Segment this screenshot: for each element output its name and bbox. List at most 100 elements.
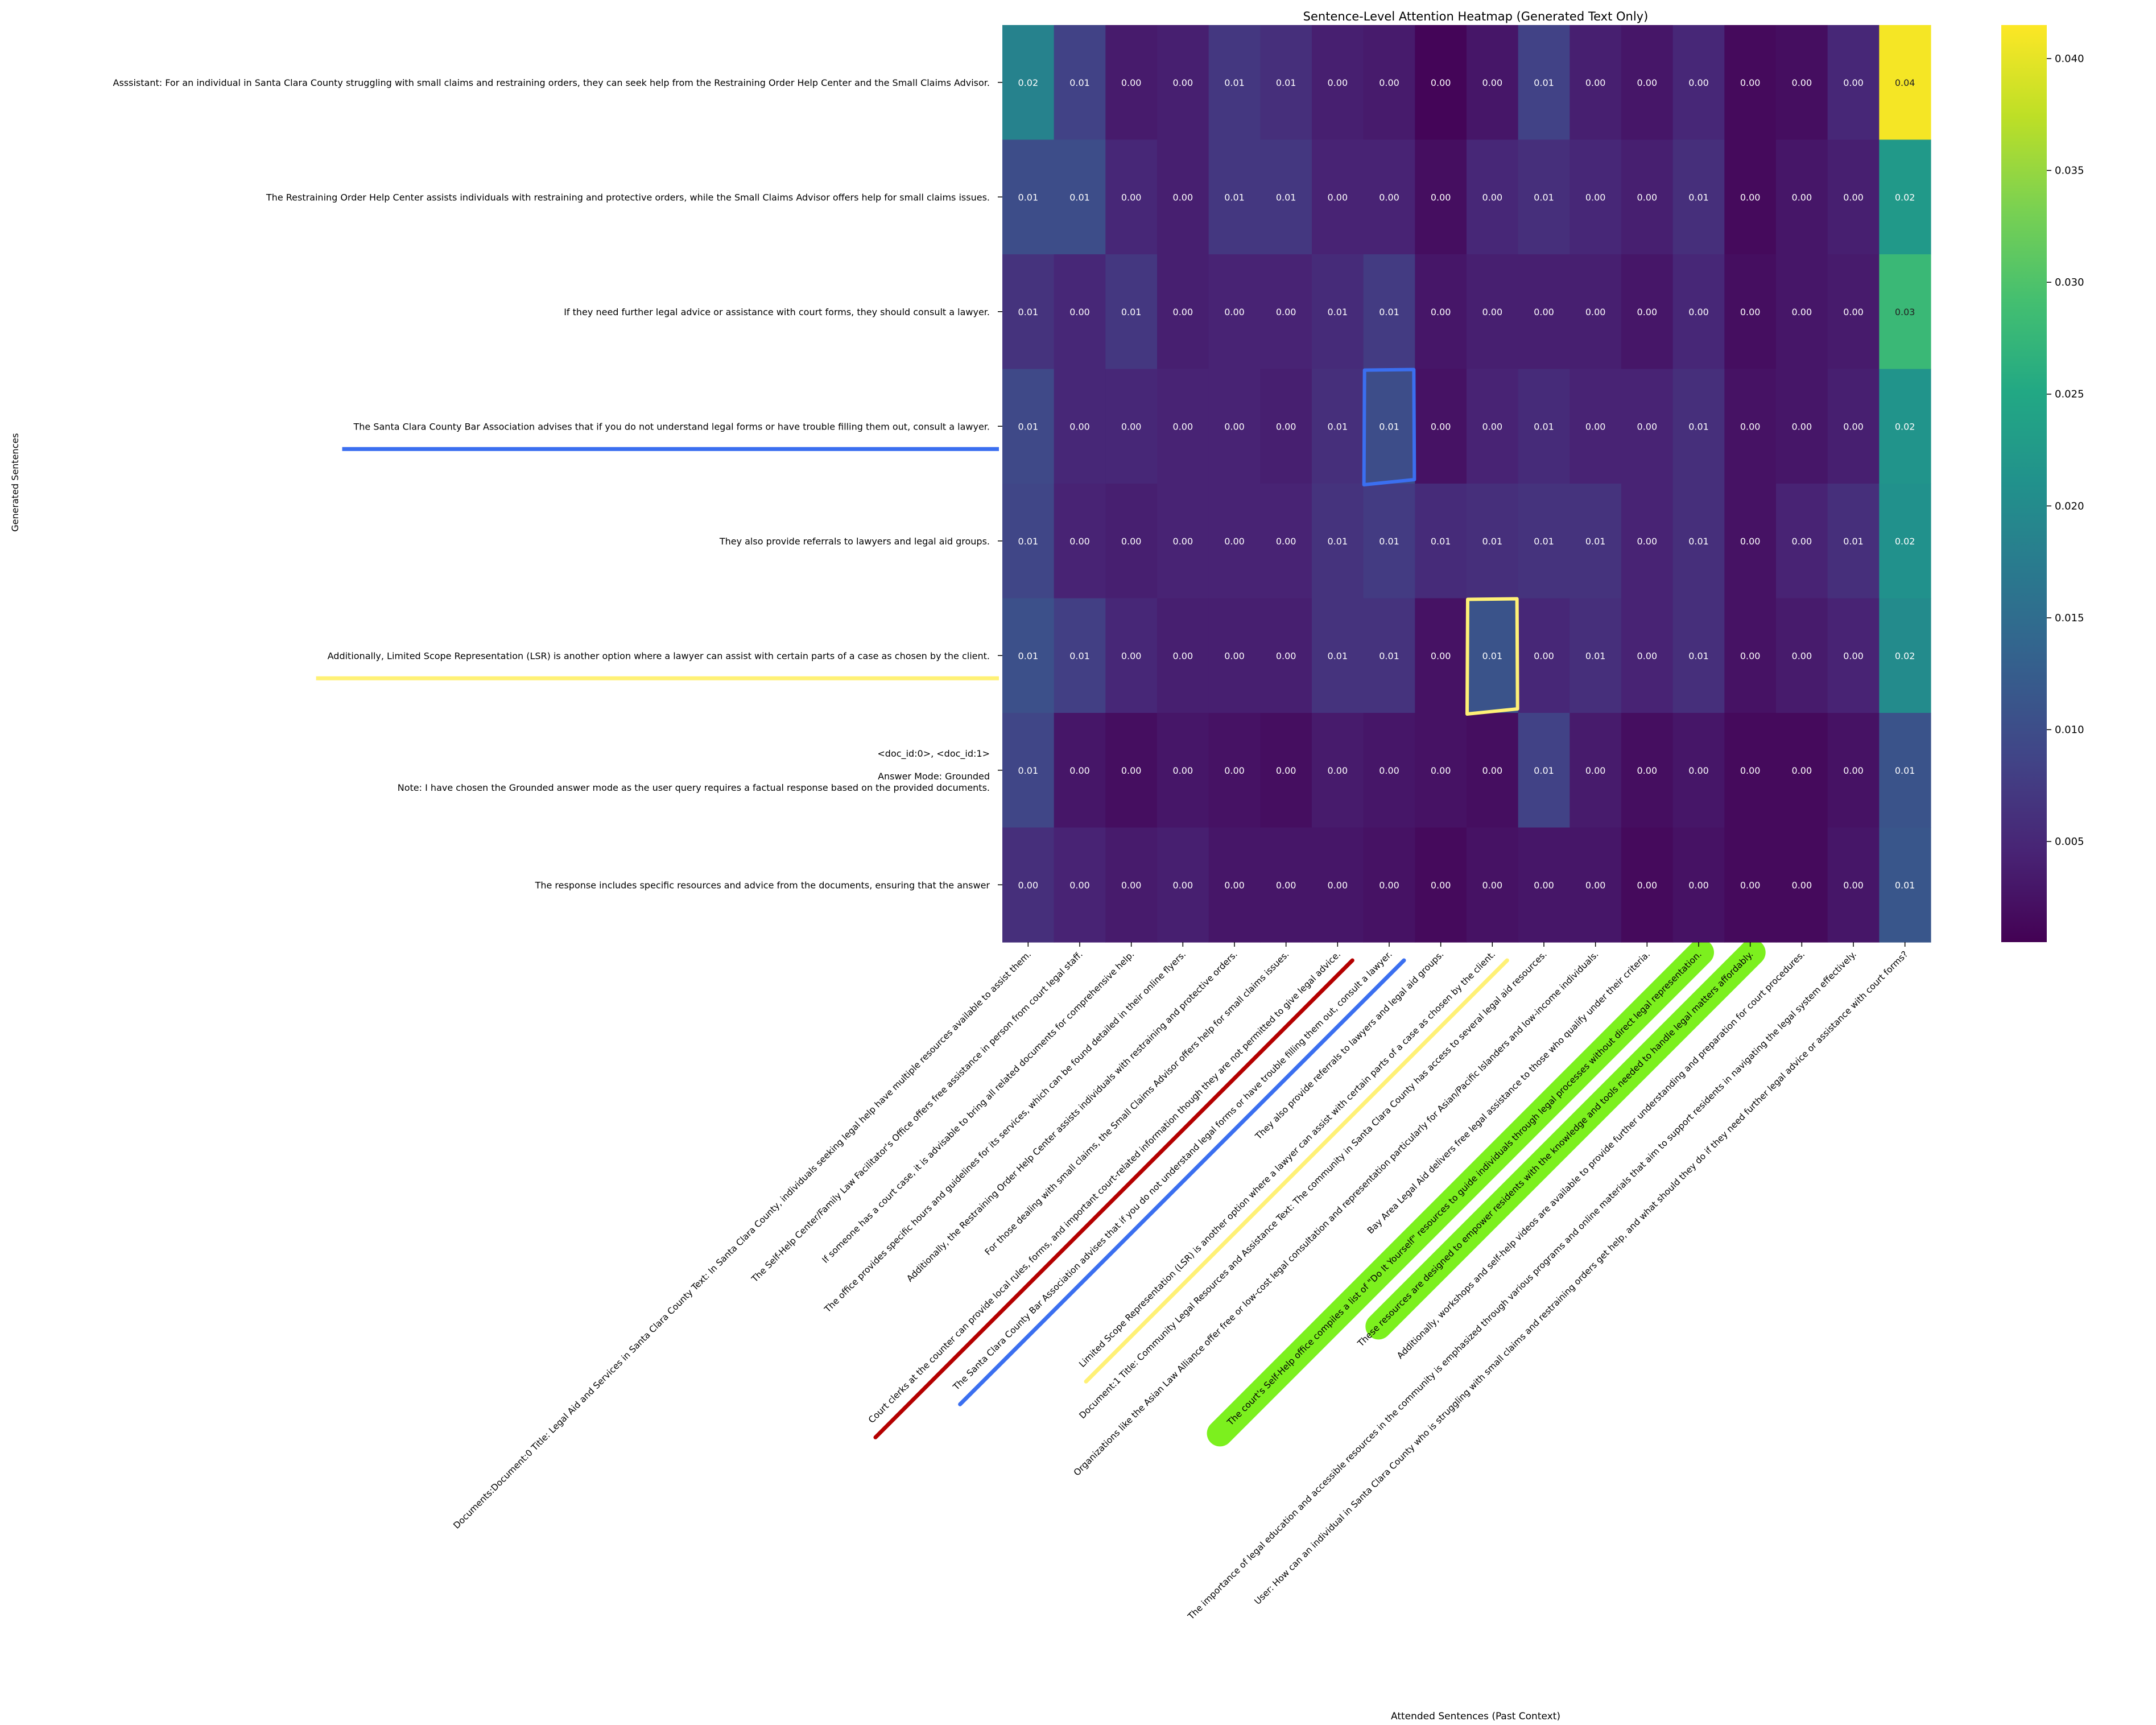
heatmap-cell bbox=[1105, 254, 1158, 370]
colorbar-tick-label: 0.025 bbox=[2055, 389, 2084, 401]
heatmap-cell-label: 0.00 bbox=[1740, 421, 1761, 432]
column-highlight-0 bbox=[1207, 939, 1714, 1447]
heatmap-cell bbox=[1208, 713, 1261, 828]
heatmap-cell-label: 0.00 bbox=[1843, 421, 1864, 432]
heatmap-cell-label: 0.00 bbox=[1740, 880, 1761, 890]
heatmap-cell-label: 0.00 bbox=[1843, 880, 1864, 890]
heatmap-cell bbox=[1569, 484, 1622, 599]
heatmap-cell-label: 0.00 bbox=[1637, 650, 1658, 661]
heatmap-cell bbox=[1672, 25, 1725, 141]
x-axis-title: Attended Sentences (Past Context) bbox=[1391, 1711, 1560, 1722]
heatmap-cell bbox=[1467, 827, 1519, 943]
heatmap-cell bbox=[1054, 827, 1106, 943]
heatmap-cell bbox=[1569, 713, 1622, 828]
heatmap-cell bbox=[1776, 484, 1828, 599]
heatmap-cell-label: 0.00 bbox=[1431, 307, 1451, 317]
heatmap-cell-label: 0.00 bbox=[1843, 192, 1864, 203]
heatmap-cell bbox=[1415, 827, 1467, 943]
heatmap-cell bbox=[1105, 713, 1158, 828]
heatmap-cell bbox=[1467, 254, 1519, 370]
heatmap-cell bbox=[1208, 139, 1261, 255]
heatmap-cell-label: 0.00 bbox=[1121, 421, 1142, 432]
heatmap-cell-label: 0.00 bbox=[1121, 880, 1142, 890]
heatmap-cell bbox=[1724, 484, 1777, 599]
heatmap-cell bbox=[1776, 369, 1828, 484]
heatmap-cell-label: 0.00 bbox=[1792, 192, 1812, 203]
heatmap-cell bbox=[1827, 25, 1880, 141]
heatmap-cell-label: 0.00 bbox=[1379, 77, 1399, 88]
heatmap-cell bbox=[1208, 827, 1261, 943]
colorbar-tick-label: 0.035 bbox=[2055, 165, 2084, 177]
heatmap-cell bbox=[1724, 139, 1777, 255]
colorbar: 0.005 0.010 0.015 0.020 0.025 0.030 0.035 0.040 bbox=[2001, 25, 2084, 942]
heatmap-cell-label: 0.01 bbox=[1482, 536, 1503, 547]
heatmap-cell bbox=[1827, 139, 1880, 255]
heatmap-cell-label: 0.01 bbox=[1328, 650, 1348, 661]
heatmap-cell bbox=[1260, 827, 1312, 943]
heatmap-cell bbox=[1363, 139, 1415, 255]
heatmap-cell-label: 0.01 bbox=[1121, 307, 1142, 317]
heatmap-cell bbox=[1157, 713, 1209, 828]
heatmap-cell-label: 0.00 bbox=[1585, 880, 1606, 890]
heatmap-cell bbox=[1621, 484, 1674, 599]
heatmap-cell bbox=[1054, 25, 1106, 141]
heatmap-cells bbox=[1002, 25, 1931, 943]
colorbar-tick-label: 0.015 bbox=[2055, 612, 2084, 624]
heatmap-cell-label: 0.01 bbox=[1224, 192, 1245, 203]
heatmap-cell bbox=[1105, 827, 1158, 943]
heatmap-cell-label: 0.00 bbox=[1431, 765, 1451, 776]
heatmap-cell-label: 0.00 bbox=[1173, 307, 1193, 317]
heatmap-cell-label: 0.01 bbox=[1379, 307, 1399, 317]
heatmap-cell-label: 0.01 bbox=[1328, 536, 1348, 547]
heatmap-cell-label: 0.00 bbox=[1276, 307, 1296, 317]
heatmap-cell bbox=[1879, 484, 1931, 599]
heatmap-cell-label: 0.01 bbox=[1895, 880, 1915, 890]
heatmap-cell-label: 0.00 bbox=[1276, 650, 1296, 661]
heatmap-cell bbox=[1208, 484, 1261, 599]
heatmap-cell bbox=[1518, 484, 1570, 599]
heatmap-cell bbox=[1569, 139, 1622, 255]
heatmap-cell bbox=[1467, 369, 1519, 484]
column-underline-0 bbox=[873, 958, 1354, 1439]
heatmap-cell-label: 0.00 bbox=[1379, 765, 1399, 776]
heatmap-cell-label: 0.00 bbox=[1637, 77, 1658, 88]
heatmap-cell bbox=[1724, 25, 1777, 141]
heatmap-cell bbox=[1621, 254, 1674, 370]
heatmap-cell-label: 0.01 bbox=[1276, 192, 1296, 203]
heatmap-cell-label: 0.00 bbox=[1534, 880, 1554, 890]
heatmap-cell bbox=[1054, 484, 1106, 599]
heatmap-cell-label: 0.00 bbox=[1224, 880, 1245, 890]
heatmap-cell-label: 0.00 bbox=[1069, 765, 1090, 776]
heatmap-cell bbox=[1518, 598, 1570, 713]
colorbar-tick-label: 0.020 bbox=[2055, 500, 2084, 512]
heatmap-cell bbox=[1363, 484, 1415, 599]
heatmap-cell bbox=[1879, 369, 1931, 484]
heatmap-cell-label: 0.00 bbox=[1224, 650, 1245, 661]
heatmap-cell-label: 0.00 bbox=[1534, 307, 1554, 317]
heatmap-cell-label: 0.00 bbox=[1843, 77, 1864, 88]
heatmap-cell bbox=[1569, 598, 1622, 713]
heatmap-cell-label: 0.00 bbox=[1637, 307, 1658, 317]
heatmap-cell bbox=[1157, 827, 1209, 943]
heatmap-cell bbox=[1569, 254, 1622, 370]
heatmap-cell-label: 0.00 bbox=[1740, 77, 1761, 88]
heatmap-cell-label: 0.00 bbox=[1688, 307, 1709, 317]
heatmap-cell-label: 0.00 bbox=[1792, 650, 1812, 661]
heatmap-cell bbox=[1105, 25, 1158, 141]
row-label: <doc_id:0>, <doc_id:1> bbox=[877, 748, 990, 760]
colorbar-tick-label: 0.010 bbox=[2055, 724, 2084, 736]
heatmap-cell-label: 0.01 bbox=[1224, 77, 1245, 88]
heatmap-cell-label: 0.00 bbox=[1534, 650, 1554, 661]
heatmap-cell-label: 0.01 bbox=[1534, 77, 1554, 88]
heatmap-cell-label: 0.01 bbox=[1328, 307, 1348, 317]
heatmap-cell-label: 0.01 bbox=[1379, 650, 1399, 661]
cell-box-layer bbox=[1362, 368, 1519, 716]
heatmap-cell-label: 0.00 bbox=[1740, 765, 1761, 776]
heatmap-cell bbox=[1467, 139, 1519, 255]
heatmap-cell bbox=[1002, 598, 1055, 713]
row-label: Note: I have chosen the Grounded answer … bbox=[398, 782, 990, 793]
heatmap-cell bbox=[1776, 827, 1828, 943]
heatmap-cell-label: 0.00 bbox=[1173, 192, 1193, 203]
heatmap-cell bbox=[1260, 369, 1312, 484]
heatmap-cell bbox=[1879, 598, 1931, 713]
